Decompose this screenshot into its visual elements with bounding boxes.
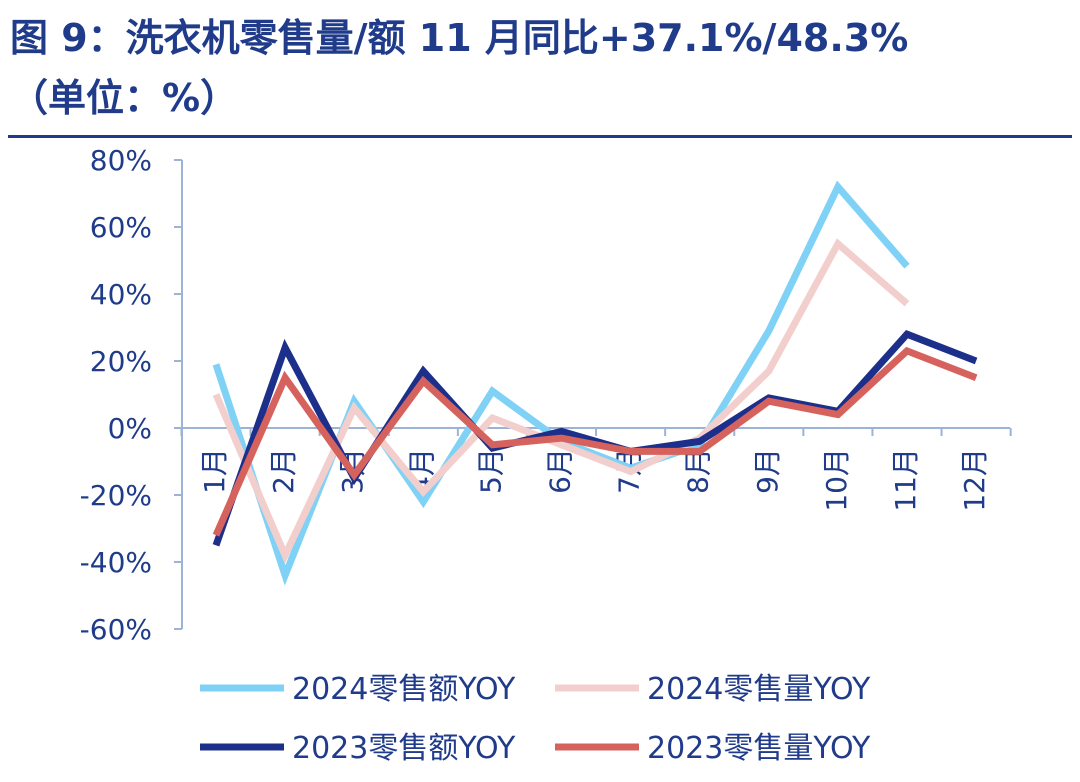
y-tick-label: 60% [90, 211, 152, 244]
x-tick-label: 1月 [198, 448, 231, 494]
y-tick-label: 20% [90, 345, 152, 378]
y-tick-label: 80% [90, 144, 152, 177]
y-tick-label: 40% [90, 278, 152, 311]
title-line-1: 图 9：洗衣机零售量/额 11 月同比+37.1%/48.3% [10, 16, 909, 60]
legend-label: 2024零售量YOY [647, 672, 871, 707]
y-tick-label: 0% [108, 412, 152, 445]
x-tick-label: 12月 [958, 448, 991, 512]
legend-label: 2023零售额YOY [292, 731, 516, 766]
x-tick-label: 10月 [820, 448, 853, 512]
y-tick-label: -60% [80, 613, 152, 646]
series-lines [212, 180, 978, 586]
x-tick-label: 2月 [267, 448, 300, 494]
x-tick-label: 11月 [889, 448, 922, 512]
x-tick-labels: 1月 2月 3月 4月 5月 6月 7月 8月 9月 10月 11月 12月 [198, 448, 991, 512]
title-line-2: （单位：%） [10, 76, 239, 120]
legend-label: 2023零售量YOY [647, 731, 871, 766]
x-tick-label: 9月 [751, 448, 784, 494]
legend: 2024零售额YOY 2024零售量YOY 2023零售额YOY 2023零售量YOY [200, 672, 871, 766]
series-line-4 [212, 346, 978, 537]
chart-title: 图 9：洗衣机零售量/额 11 月同比+37.1%/48.3% （单位：%） [10, 14, 1070, 122]
y-tick-labels: 80% 60% 40% 20% 0% -20% -40% -60% [80, 144, 152, 646]
legend-label: 2024零售额YOY [292, 672, 516, 707]
series-line-1 [212, 180, 910, 586]
title-underline [8, 135, 1072, 138]
series-line-2 [212, 238, 910, 564]
x-tick-label: 8月 [682, 448, 715, 494]
x-tick-label: 6月 [544, 448, 577, 494]
y-tick-label: -20% [80, 479, 152, 512]
y-tick-label: -40% [80, 546, 152, 579]
x-tick-label: 5月 [474, 448, 507, 494]
